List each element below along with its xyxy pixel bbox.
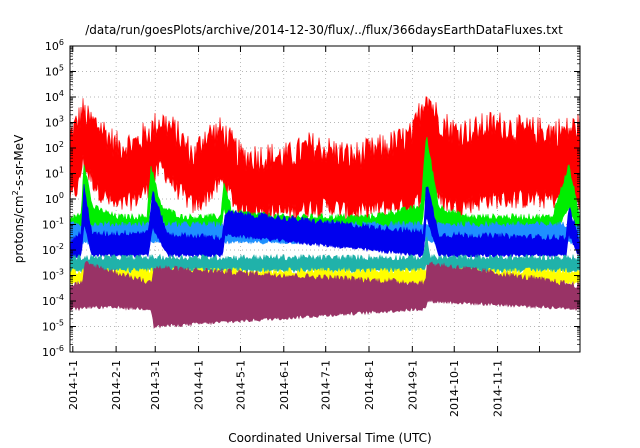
y-tick-exponent: 0 xyxy=(59,191,64,200)
y-axis-label-prefix: protons/cm xyxy=(12,195,26,263)
y-tick-label: 102 xyxy=(45,140,64,155)
y-tick-base: 10 xyxy=(45,117,59,130)
y-tick-base: 10 xyxy=(42,321,56,334)
x-tick-label: 2014-11-1 xyxy=(492,360,505,417)
y-tick-label: 105 xyxy=(45,64,64,79)
y-tick-label: 10-4 xyxy=(42,293,64,308)
x-tick-label: 2014-9-1 xyxy=(406,360,419,410)
x-tick-label: 2014-2-1 xyxy=(110,360,123,410)
y-tick-exponent: -6 xyxy=(56,344,64,353)
y-tick-label: 10-1 xyxy=(42,217,64,232)
x-axis-ticks: 2014-1-1 2014-2-1 2014-3-1 2014-4-1 2014-5-1… xyxy=(67,46,540,417)
y-tick-label: 101 xyxy=(45,166,64,181)
x-axis-label: Coordinated Universal Time (UTC) xyxy=(228,431,431,445)
y-tick-label: 10-5 xyxy=(42,319,64,334)
y-axis-label-superscript: 2 xyxy=(11,190,20,195)
y-tick-base: 10 xyxy=(45,142,59,155)
y-tick-base: 10 xyxy=(45,40,59,53)
chart-title: /data/run/goesPlots/archive/2014-12-30/f… xyxy=(85,23,563,37)
x-tick-label: 2014-3-1 xyxy=(149,360,162,410)
y-tick-exponent: 1 xyxy=(59,166,64,175)
y-tick-exponent: -5 xyxy=(56,319,64,328)
series-group xyxy=(69,96,581,329)
y-tick-base: 10 xyxy=(45,168,59,181)
y-tick-exponent: -2 xyxy=(56,242,64,251)
x-tick-label: 2014-4-1 xyxy=(193,360,206,410)
y-tick-base: 10 xyxy=(42,219,56,232)
x-tick-label: 2014-10-1 xyxy=(448,360,461,417)
y-tick-base: 10 xyxy=(42,244,56,257)
y-axis-label: protons/cm2-s-sr-MeV xyxy=(11,134,26,263)
y-axis-ticks: 10-610-510-410-310-210-11001011021031041… xyxy=(42,38,580,359)
y-tick-base: 10 xyxy=(42,346,56,359)
y-tick-label: 100 xyxy=(45,191,64,206)
y-tick-exponent: 2 xyxy=(59,140,64,149)
series-band-0 xyxy=(69,96,581,223)
y-tick-base: 10 xyxy=(45,66,59,79)
y-tick-label: 10-3 xyxy=(42,268,64,283)
y-tick-exponent: 6 xyxy=(59,38,64,47)
y-tick-label: 10-2 xyxy=(42,242,64,257)
x-tick-label: 2014-1-1 xyxy=(67,360,80,410)
y-tick-exponent: 3 xyxy=(59,115,64,124)
y-tick-base: 10 xyxy=(42,270,56,283)
y-tick-exponent: -4 xyxy=(56,293,64,302)
x-tick-label: 2014-5-1 xyxy=(234,360,247,410)
y-tick-exponent: 4 xyxy=(59,89,64,98)
y-tick-exponent: -1 xyxy=(56,217,64,226)
y-tick-label: 104 xyxy=(45,89,64,104)
x-tick-label: 2014-6-1 xyxy=(278,360,291,410)
y-tick-label: 106 xyxy=(45,38,64,53)
y-tick-base: 10 xyxy=(45,91,59,104)
y-tick-exponent: -3 xyxy=(56,268,64,277)
y-tick-base: 10 xyxy=(45,193,59,206)
y-tick-base: 10 xyxy=(42,295,56,308)
x-tick-label: 2014-7-1 xyxy=(320,360,333,410)
y-tick-exponent: 5 xyxy=(59,64,64,73)
x-tick-label: 2014-8-1 xyxy=(363,360,376,410)
y-tick-label: 10-6 xyxy=(42,344,64,359)
y-tick-label: 103 xyxy=(45,115,64,130)
y-axis-label-suffix: -s-sr-MeV xyxy=(12,134,26,190)
